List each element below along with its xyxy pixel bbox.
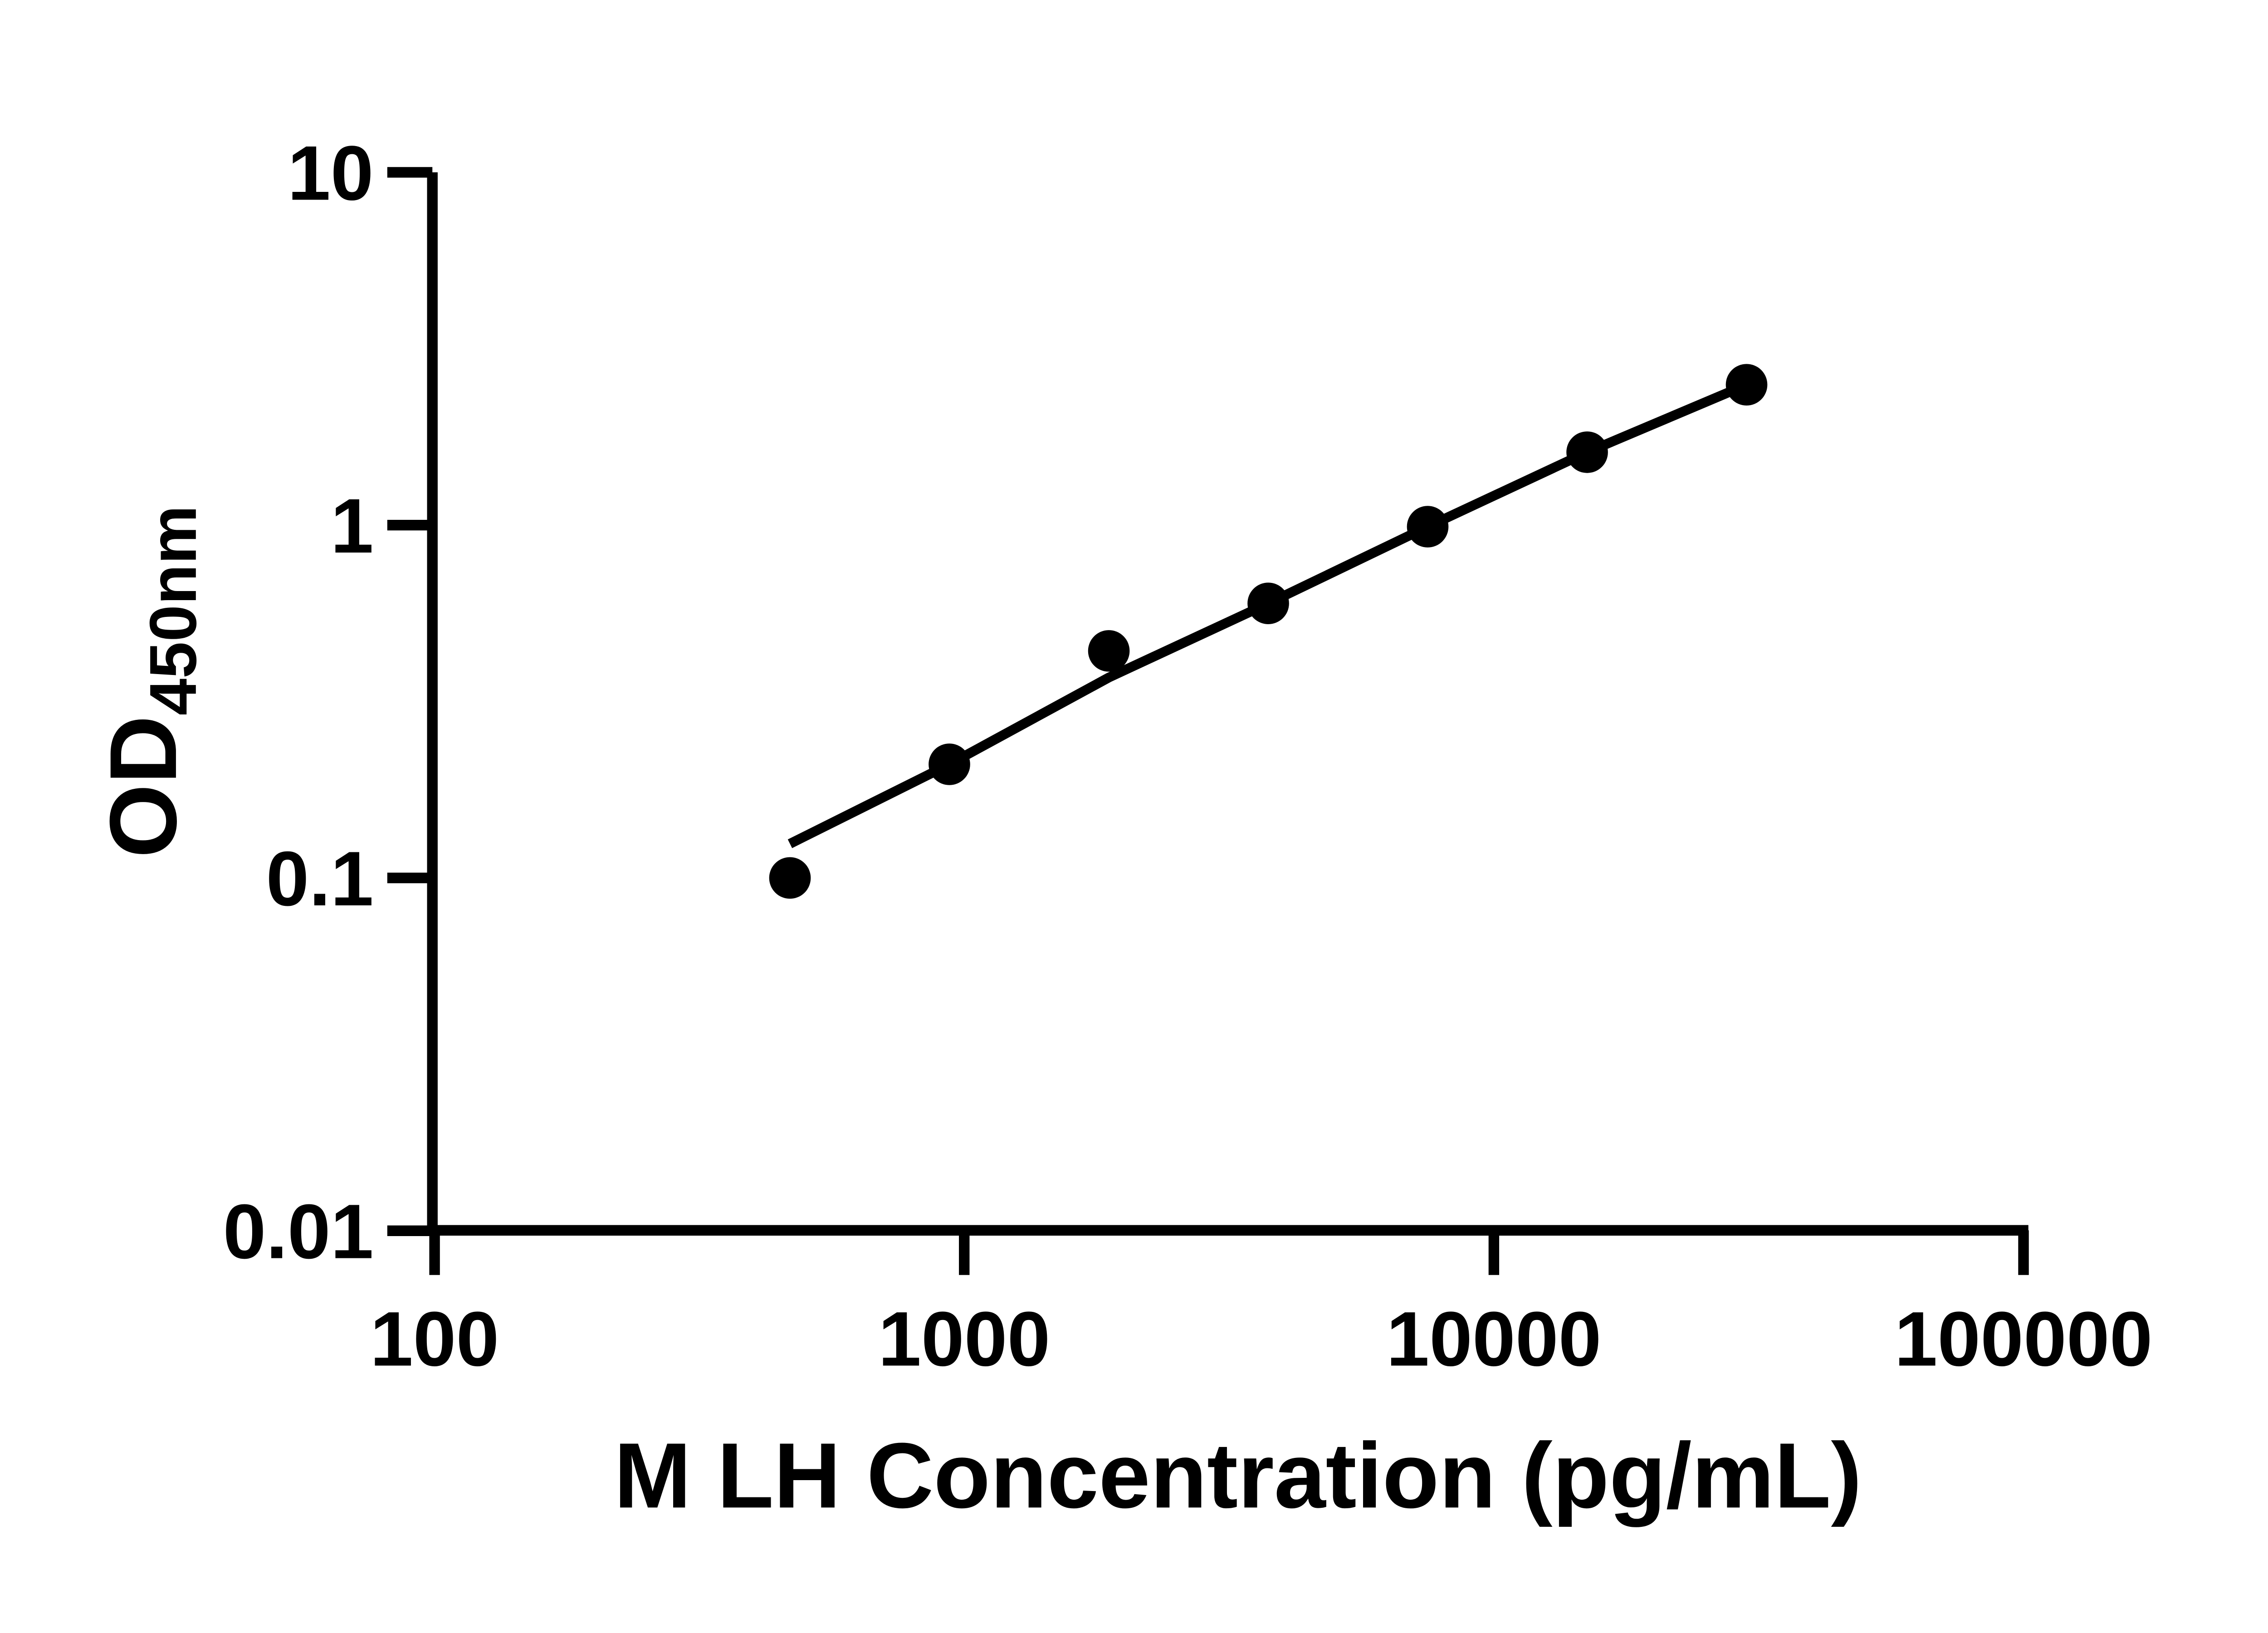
data-point xyxy=(1407,506,1449,548)
y-axis: 10 1 0.1 0.01 xyxy=(223,130,438,1275)
data-point xyxy=(1247,582,1289,625)
data-point xyxy=(1725,364,1768,406)
x-tick-label: 10000 xyxy=(1386,1296,1601,1383)
data-point xyxy=(929,743,970,785)
x-axis: 100 1000 10000 100000 xyxy=(370,1225,2153,1383)
y-tick-label: 0.1 xyxy=(266,836,373,922)
x-tick-label: 100000 xyxy=(1894,1296,2152,1383)
data-point xyxy=(1088,630,1130,672)
data-point xyxy=(769,857,811,899)
y-axis-title-text: OD450nm xyxy=(90,505,210,858)
y-axis-title-subscript: 450nm xyxy=(136,505,210,715)
y-tick-label: 10 xyxy=(288,130,374,216)
data-points xyxy=(769,364,1768,899)
y-axis-title-main: OD xyxy=(90,715,196,858)
y-tick-label: 1 xyxy=(331,483,374,569)
x-tick-label: 100 xyxy=(370,1296,499,1383)
x-axis-title: M LH Concentration (pg/mL) xyxy=(614,1424,1862,1527)
y-axis-title: OD450nm xyxy=(90,505,210,858)
y-tick-label: 0.01 xyxy=(223,1189,374,1275)
data-point xyxy=(1566,431,1608,473)
x-tick-label: 1000 xyxy=(878,1296,1050,1383)
